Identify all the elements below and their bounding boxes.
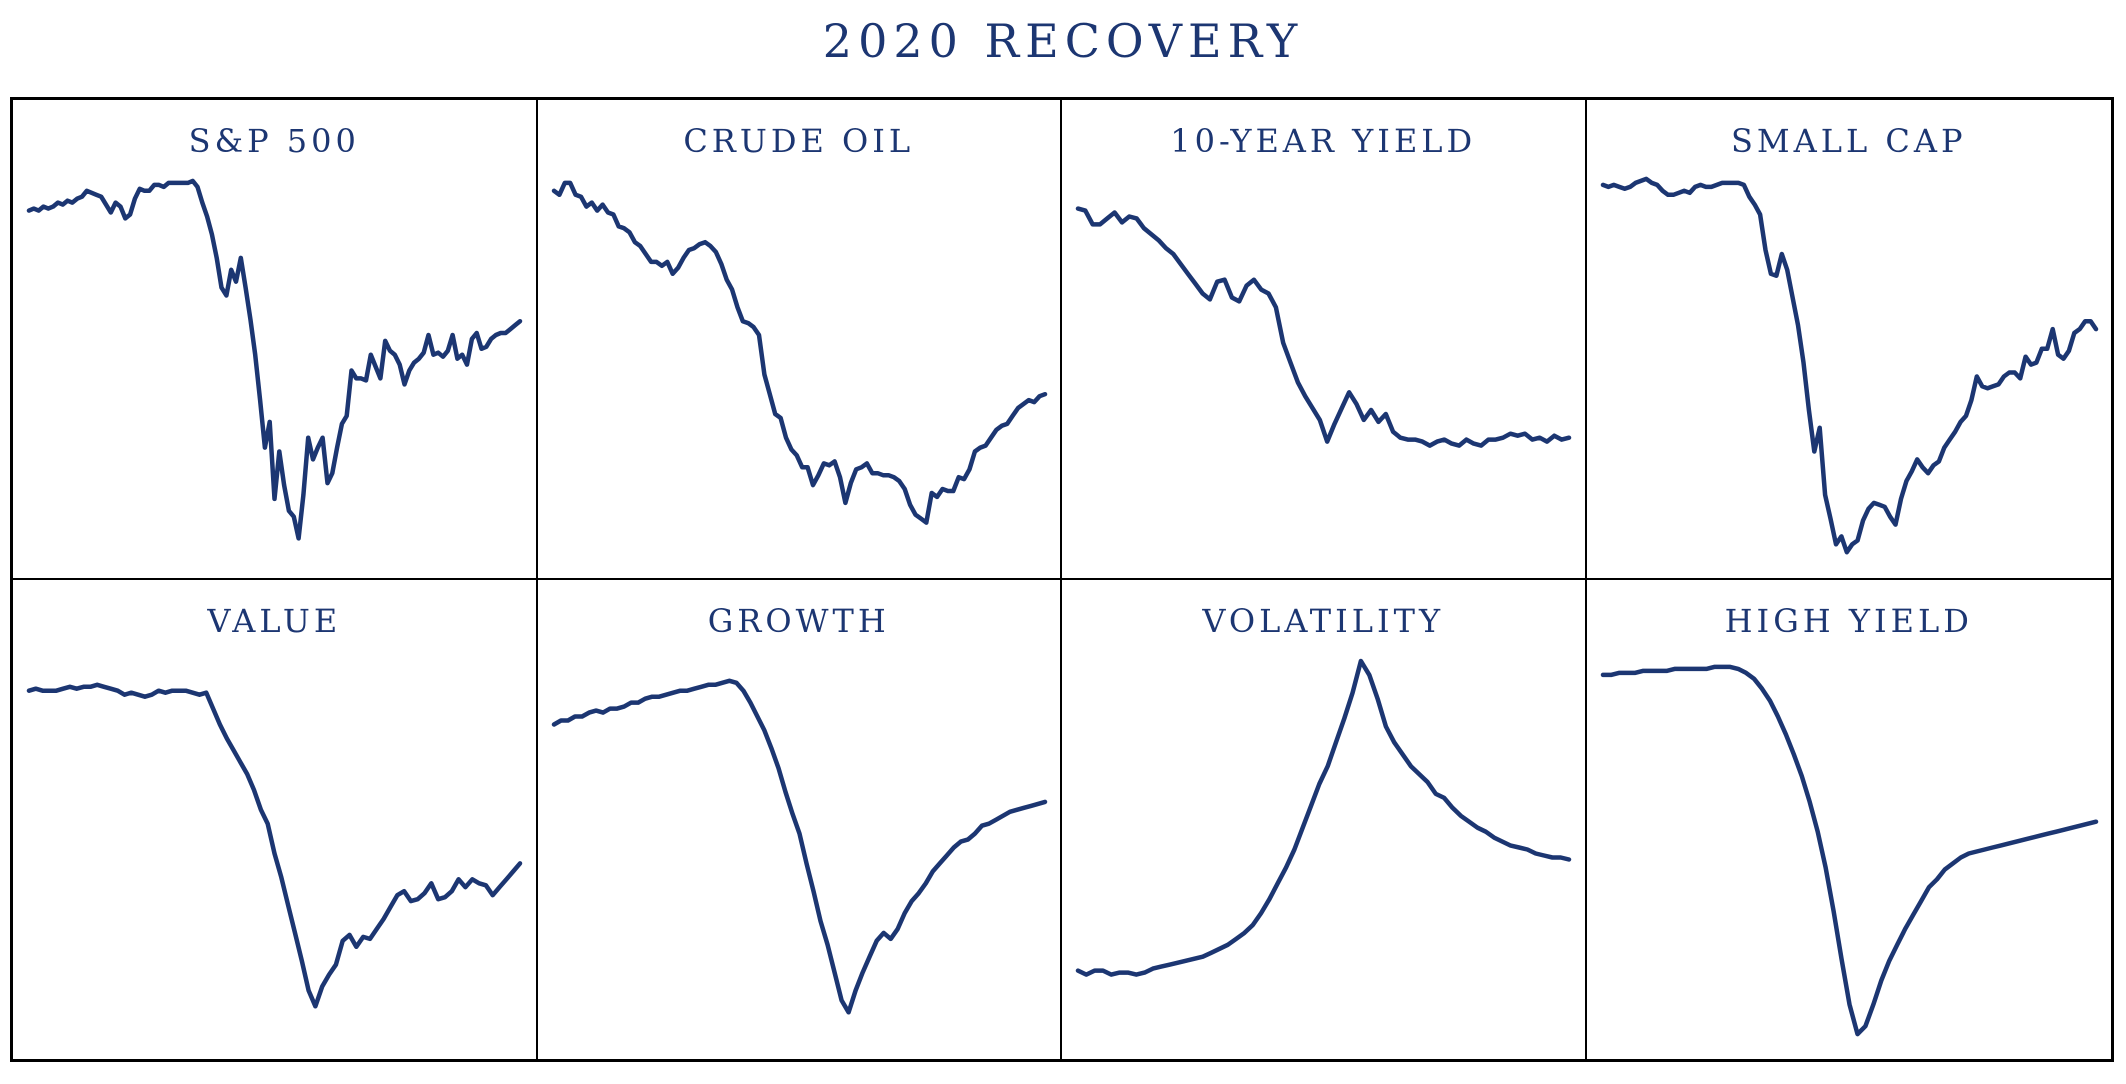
chart-panel-sp500: S&P 500 xyxy=(13,100,538,580)
series-line xyxy=(1600,664,2098,1036)
page-title: 2020 RECOVERY xyxy=(822,14,1304,68)
series-line xyxy=(551,180,1047,525)
chart-panel-crude-oil: CRUDE OIL xyxy=(537,100,1062,580)
chart-plot xyxy=(1600,664,2098,1036)
chart-panel-small-cap: SMALL CAP xyxy=(1586,100,2111,580)
series-line xyxy=(1600,176,2098,555)
chart-title: 10-YEAR YIELD xyxy=(1170,122,1477,160)
chart-title: SMALL CAP xyxy=(1730,122,1967,160)
chart-title: GROWTH xyxy=(707,601,890,640)
series-line xyxy=(1075,206,1572,448)
chart-grid: S&P 500 CRUDE OIL 10-YEAR YIELD SMALL CA… xyxy=(10,97,2114,1062)
chart-panel-value: VALUE xyxy=(13,579,538,1059)
chart-plot xyxy=(1075,658,1572,977)
chart-title: VALUE xyxy=(207,601,342,640)
chart-panel-volatility: VOLATILITY xyxy=(1062,579,1587,1059)
chart-plot xyxy=(551,678,1047,1015)
chart-title: VOLATILITY xyxy=(1202,601,1445,640)
series-line xyxy=(26,178,523,541)
chart-panel-high-yield: HIGH YIELD xyxy=(1587,580,2112,1060)
chart-plot xyxy=(551,180,1047,525)
chart-title: HIGH YIELD xyxy=(1724,601,1973,640)
series-line xyxy=(551,678,1047,1015)
chart-plot xyxy=(1600,176,2098,555)
series-line xyxy=(26,682,523,1009)
chart-plot xyxy=(1075,206,1572,448)
series-line xyxy=(1075,658,1572,977)
chart-plot xyxy=(26,682,523,1009)
chart-panel-growth: GROWTH xyxy=(538,579,1062,1059)
chart-panel-10-year-yield: 10-YEAR YIELD xyxy=(1062,100,1587,580)
chart-plot xyxy=(26,178,523,541)
chart-title: CRUDE OIL xyxy=(683,122,915,160)
chart-title: S&P 500 xyxy=(188,122,360,160)
